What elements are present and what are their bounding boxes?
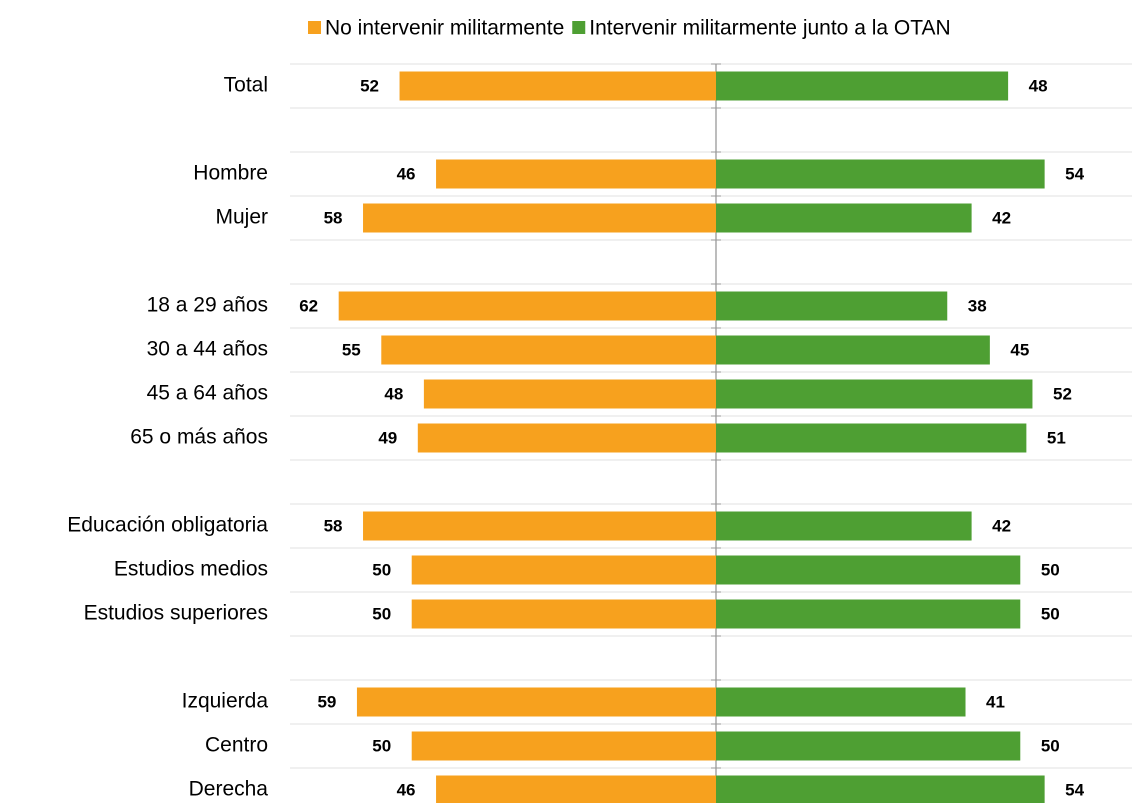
legend-label: No intervenir militarmente [325,17,564,40]
bar [716,599,1021,629]
value-label: 62 [299,296,318,315]
legend-swatch [308,21,321,34]
category-label: Mujer [215,206,268,229]
bar [417,423,716,453]
bar [716,159,1045,189]
value-label: 55 [342,340,361,359]
value-label: 38 [968,296,987,315]
category-label: 18 a 29 años [147,294,268,317]
bar [716,379,1033,409]
bar [363,511,716,541]
bar [716,687,966,717]
value-label: 50 [1041,604,1060,623]
bar [716,71,1009,101]
bar [716,555,1021,585]
value-label: 52 [360,76,379,95]
bar [436,775,716,803]
bar [423,379,716,409]
bar [716,731,1021,761]
value-label: 50 [372,560,391,579]
value-label: 46 [397,780,416,799]
value-label: 52 [1053,384,1072,403]
category-label: Estudios medios [114,558,268,581]
value-label: 58 [324,516,343,535]
value-label: 49 [378,428,397,447]
bar [716,335,990,365]
value-label: 50 [1041,560,1060,579]
bar [716,511,972,541]
value-label: 42 [992,208,1011,227]
category-label: Izquierda [182,690,269,713]
category-label: 45 a 64 años [147,382,268,405]
value-label: 48 [1029,76,1048,95]
bar [411,731,716,761]
bar [356,687,716,717]
bar [411,555,716,585]
value-label: 54 [1065,164,1084,183]
bar [716,291,948,321]
category-label: Total [224,74,268,97]
bar [381,335,716,365]
legend-swatch [572,21,586,34]
category-label: 30 a 44 años [147,338,268,361]
bar [338,291,716,321]
value-label: 54 [1065,780,1084,799]
category-label: Educación obligatoria [67,514,268,537]
bar [363,203,716,233]
category-label: Estudios superiores [84,602,268,625]
category-label: Centro [205,734,268,757]
category-label: Hombre [193,162,268,185]
value-label: 42 [992,516,1011,535]
value-label: 48 [384,384,403,403]
value-label: 50 [1041,736,1060,755]
bar [716,775,1045,803]
category-label: Derecha [189,778,269,801]
value-label: 50 [372,604,391,623]
category-label: 65 o más años [130,426,268,449]
bar [716,423,1027,453]
bar [399,71,716,101]
bar [436,159,716,189]
value-label: 50 [372,736,391,755]
value-label: 51 [1047,428,1066,447]
value-label: 59 [317,692,336,711]
value-label: 45 [1010,340,1029,359]
legend-label: Intervenir militarmente junto a la OTAN [589,17,950,40]
value-label: 46 [397,164,416,183]
value-label: 41 [986,692,1005,711]
bar [716,203,972,233]
bar [411,599,716,629]
value-label: 58 [324,208,343,227]
